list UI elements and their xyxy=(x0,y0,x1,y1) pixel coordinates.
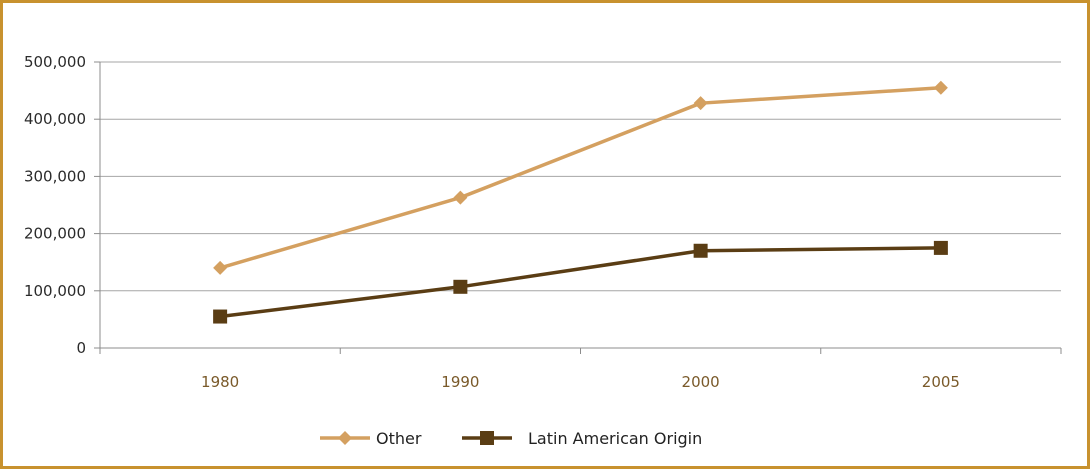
x-tick-label: 2005 xyxy=(922,373,960,391)
y-tick-label: 100,000 xyxy=(24,282,86,300)
data-point xyxy=(453,190,468,205)
data-point xyxy=(453,279,468,294)
y-tick-label: 500,000 xyxy=(24,53,86,71)
y-tick-label: 400,000 xyxy=(24,110,86,128)
data-point xyxy=(693,96,708,111)
legend-marker xyxy=(338,431,352,445)
x-tick-label: 2000 xyxy=(682,373,720,391)
data-point xyxy=(213,309,228,324)
data-point xyxy=(933,80,948,95)
x-tick-label: 1990 xyxy=(441,373,479,391)
series-line-other xyxy=(219,85,941,270)
x-tick-label: 1980 xyxy=(201,373,239,391)
y-tick-label: 200,000 xyxy=(24,225,86,243)
data-point xyxy=(693,243,708,258)
data-point xyxy=(213,260,228,275)
legend-label: Latin American Origin xyxy=(528,429,702,448)
series-line-latin-american-origin xyxy=(219,246,941,319)
legend-marker xyxy=(480,431,494,445)
data-point xyxy=(933,240,948,255)
legend-label: Other xyxy=(376,429,422,448)
y-tick-label: 300,000 xyxy=(24,167,86,185)
y-tick-label: 0 xyxy=(76,339,86,357)
